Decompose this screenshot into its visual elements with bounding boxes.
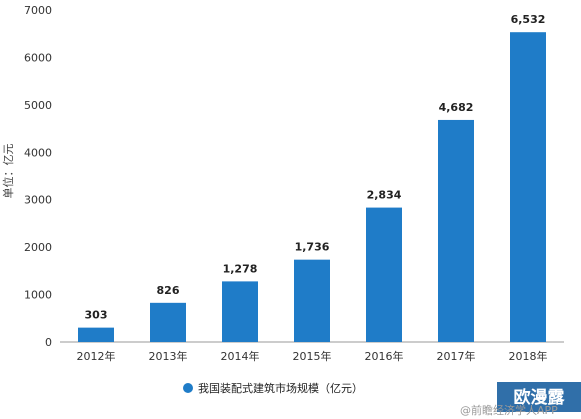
- bar: [366, 207, 402, 342]
- data-label: 1,278: [223, 262, 258, 275]
- bar: [510, 32, 546, 343]
- x-tick-label: 2018年: [509, 349, 548, 363]
- bar: [294, 259, 330, 342]
- x-tick-label: 2015年: [293, 349, 332, 363]
- y-tick-label: 0: [45, 336, 52, 349]
- y-tick-label: 6000: [24, 51, 52, 64]
- data-labels: 303 826 1,278 1,736 2,834 4,682 6,532: [85, 13, 546, 321]
- bars: [78, 32, 546, 343]
- y-tick-label: 3000: [24, 194, 52, 207]
- y-tick-label: 1000: [24, 289, 52, 302]
- data-label: 6,532: [511, 13, 546, 26]
- data-label: 826: [157, 284, 180, 297]
- data-label: 303: [85, 309, 108, 322]
- watermark-badge: [497, 382, 581, 412]
- x-axis: 2012年 2013年 2014年 2015年 2016年 2017年 2018年: [60, 341, 564, 363]
- watermark: 欧漫露 @前瞻经济学人APP: [460, 382, 581, 417]
- bar: [150, 302, 186, 342]
- y-tick-label: 5000: [24, 99, 52, 112]
- legend-label: 我国装配式建筑市场规模（亿元）: [198, 381, 363, 395]
- data-label: 2,834: [367, 189, 402, 202]
- y-tick-label: 4000: [24, 146, 52, 159]
- x-tick-label: 2013年: [149, 349, 188, 363]
- legend-marker: [183, 383, 193, 393]
- data-label: 4,682: [439, 101, 474, 114]
- watermark-source: @前瞻经济学人APP: [460, 403, 558, 417]
- x-tick-label: 2014年: [221, 349, 260, 363]
- legend: 我国装配式建筑市场规模（亿元）: [183, 381, 363, 395]
- x-tick-label: 2017年: [437, 349, 476, 363]
- x-tick-label: 2012年: [77, 349, 116, 363]
- x-tick-label: 2016年: [365, 349, 404, 363]
- watermark-badge-text: 欧漫露: [514, 387, 566, 408]
- bar: [78, 327, 114, 342]
- y-axis: 0 1000 2000 3000 4000 5000 6000 7000: [24, 4, 52, 349]
- y-tick-label: 2000: [24, 241, 52, 254]
- data-label: 1,736: [295, 241, 330, 254]
- y-axis-title: 单位：亿元: [1, 144, 15, 199]
- y-tick-label: 7000: [24, 4, 52, 17]
- bar: [222, 281, 258, 342]
- bar: [438, 119, 474, 343]
